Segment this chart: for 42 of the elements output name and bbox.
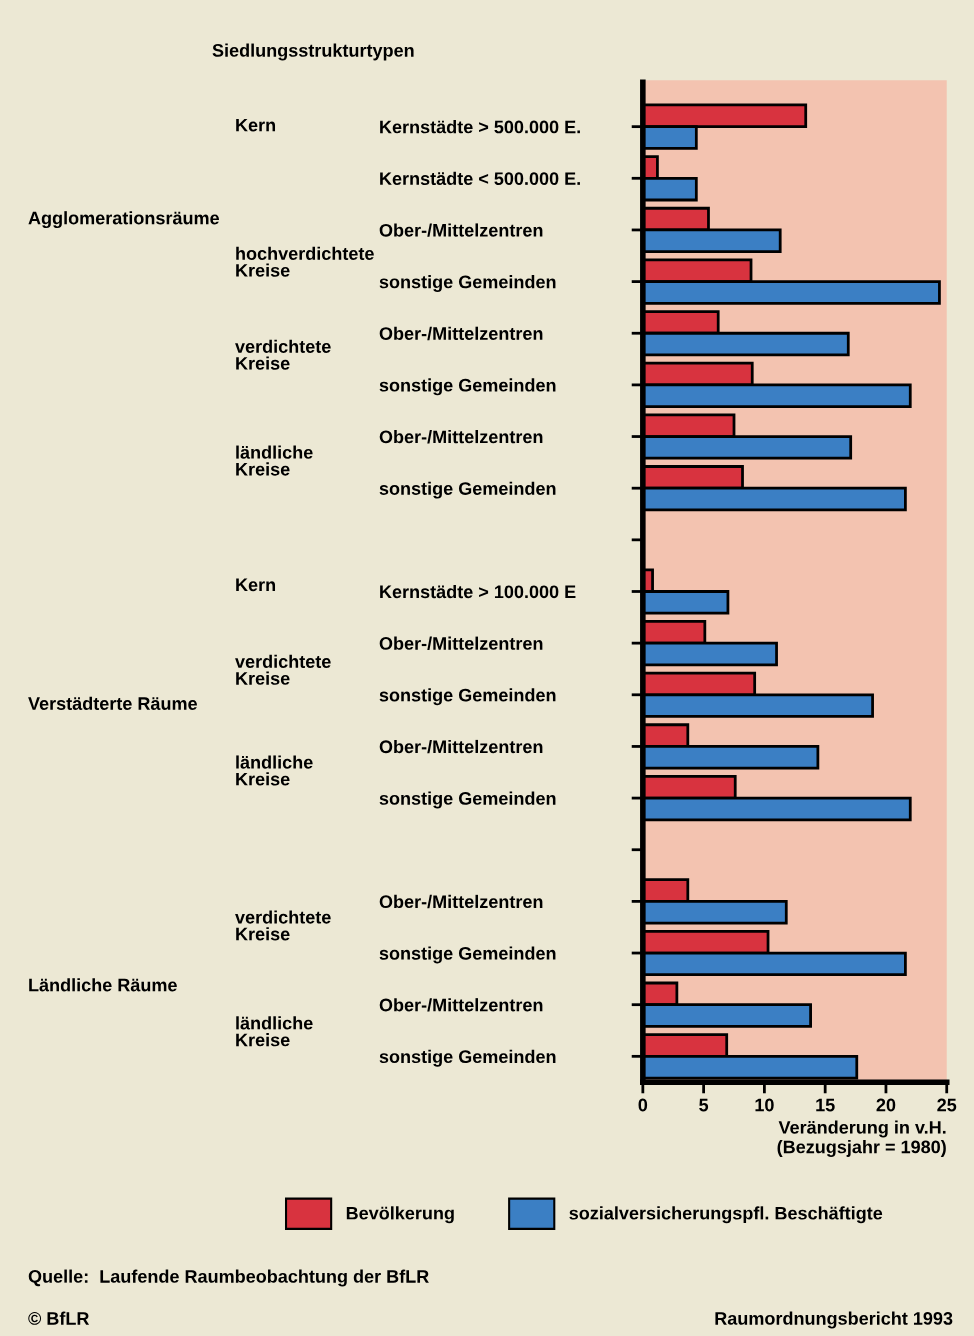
text: Ländliche Räume bbox=[29, 978, 177, 992]
text: Verstädterte Räume bbox=[28, 696, 197, 710]
y-tick-label: Ober-/Mittelzentren bbox=[379, 998, 543, 1012]
text: verdichtete Kreise bbox=[235, 339, 331, 370]
x-tick-label: 15 bbox=[816, 1098, 835, 1112]
y-tick-label: sonstige Gemeinden bbox=[379, 378, 556, 396]
x-tick-label: 25 bbox=[937, 1098, 957, 1112]
y-tick-label: Ober-/Mittelzentren bbox=[379, 326, 543, 341]
y-tick-label: sonstige Gemeinden bbox=[379, 481, 556, 499]
y-tick-label: Ober-/Mittelzentren bbox=[379, 894, 543, 909]
text: ländliche Kreise bbox=[236, 445, 313, 476]
y-tick-label: sonstige Gemeinden bbox=[379, 275, 556, 292]
x-tick-label: 5 bbox=[699, 1098, 709, 1112]
text: © BfLR bbox=[28, 1311, 90, 1325]
source-note: Quelle: Laufende Raumbeobachtung der BfLR bbox=[28, 1269, 429, 1287]
legend-label: Bevölkerung bbox=[346, 1206, 454, 1224]
y-tick-label: Ober-/Mittelzentren bbox=[379, 430, 543, 444]
y-tick-label: sonstige Gemeinden bbox=[379, 688, 556, 706]
text: Siedlungsstrukturtypen bbox=[212, 43, 414, 61]
x-tick-label: 0 bbox=[638, 1098, 648, 1112]
legend-label: sozialversicherungspfl. Beschäftigte bbox=[569, 1206, 883, 1224]
y-tick-label: Ober-/Mittelzentren bbox=[379, 636, 543, 651]
y-tick-label: Ober-/Mittelzentren bbox=[379, 223, 543, 237]
x-tick-label: 10 bbox=[755, 1098, 774, 1112]
text: verdichtete Kreise bbox=[235, 910, 331, 941]
x-axis-title: Veränderung in v.H. (Bezugsjahr = 1980) bbox=[777, 1120, 946, 1157]
text: verdichtete Kreise bbox=[235, 654, 331, 685]
text: Raumordnungsbericht 1993 bbox=[715, 1311, 953, 1329]
y-tick-label: Kernstädte > 500.000 E. bbox=[380, 120, 580, 134]
text: ländliche Kreise bbox=[236, 1016, 313, 1047]
x-tick-label: 20 bbox=[876, 1098, 896, 1112]
text: Kern bbox=[236, 118, 276, 132]
y-tick-label: Kernstädte > 100.000 E bbox=[380, 584, 576, 599]
y-tick-label: sonstige Gemeinden bbox=[379, 1049, 556, 1067]
y-tick-label: Kernstädte < 500.000 E. bbox=[380, 171, 580, 186]
text: ländliche Kreise bbox=[236, 755, 313, 786]
text: Kern bbox=[236, 578, 276, 592]
text: Agglomerationsräume bbox=[28, 211, 220, 229]
text: hochverdichtete Kreise bbox=[236, 246, 374, 277]
y-tick-label: sonstige Gemeinden bbox=[379, 791, 556, 809]
y-tick-label: Ober-/Mittelzentren bbox=[379, 739, 543, 754]
y-tick-label: sonstige Gemeinden bbox=[379, 946, 556, 964]
